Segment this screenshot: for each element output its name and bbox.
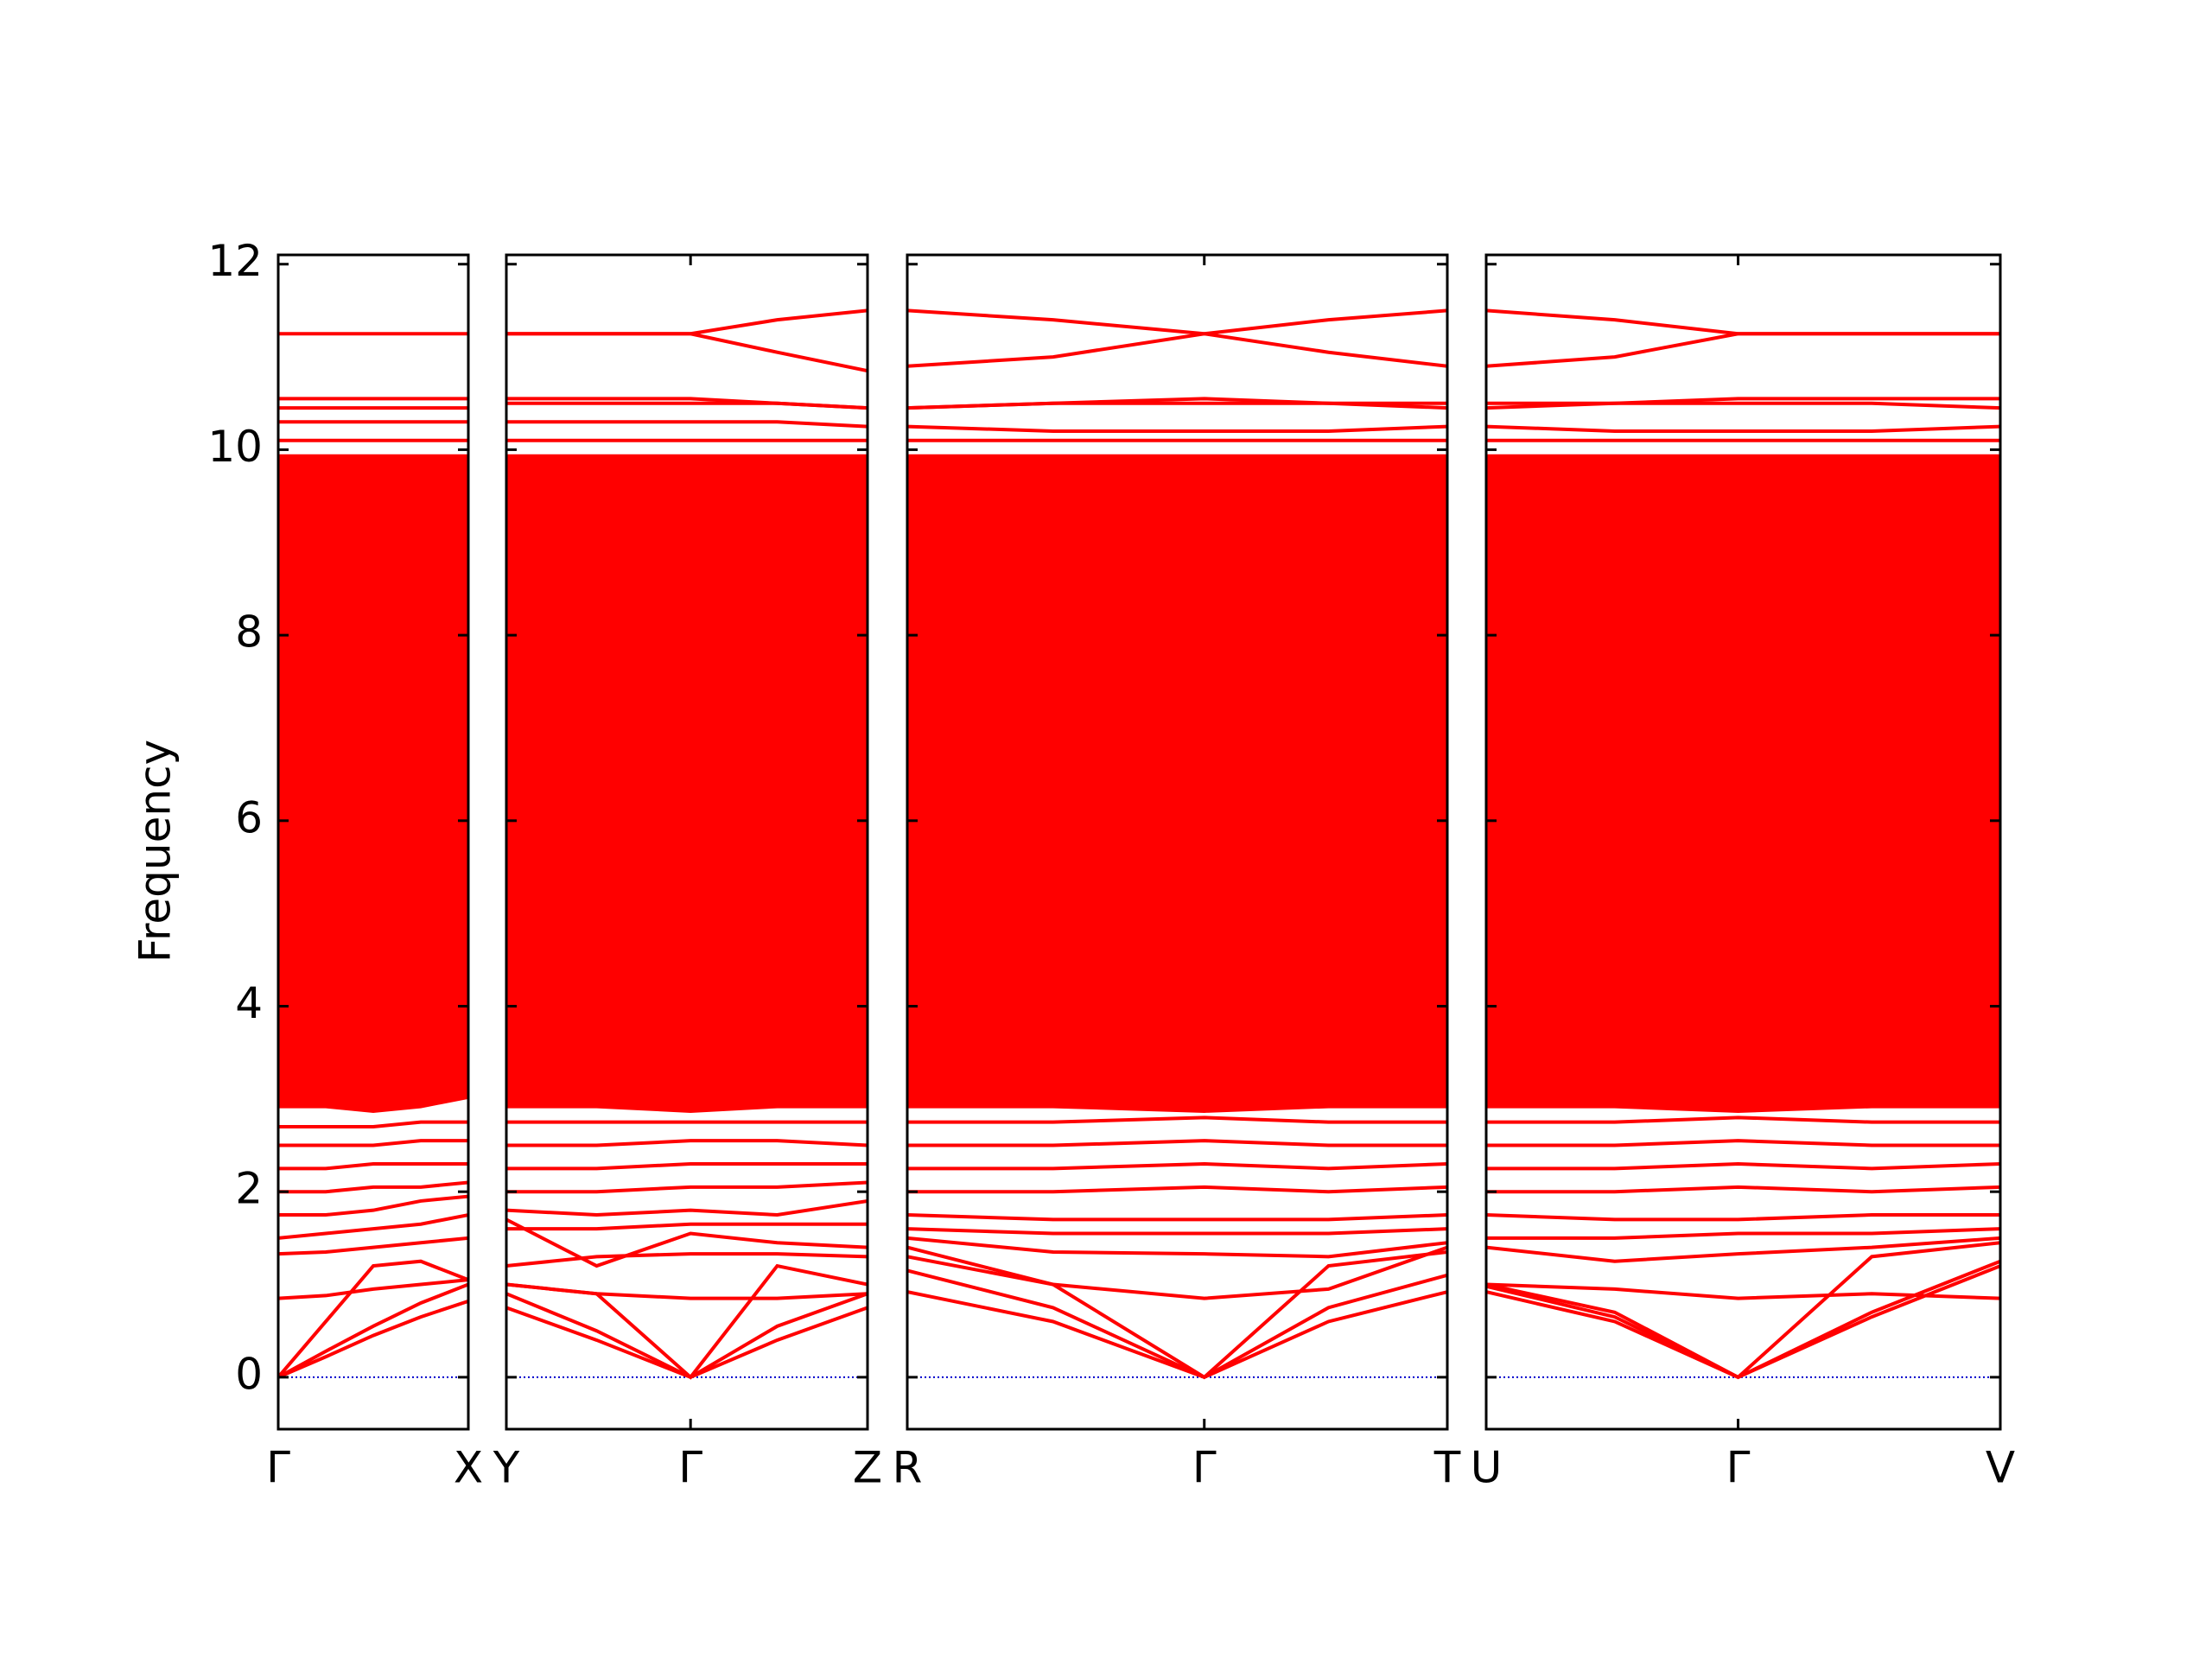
band-line	[907, 1227, 1447, 1236]
band-line	[278, 1180, 468, 1194]
panel-frame	[505, 253, 869, 1431]
band-area	[907, 454, 1447, 1113]
x-tick-label: T	[1433, 1443, 1461, 1493]
band-line	[1486, 1213, 2000, 1222]
band-line	[278, 1282, 468, 1379]
band-line	[1486, 1161, 2000, 1171]
band-line	[1486, 1139, 2000, 1147]
band-line	[907, 1245, 1447, 1300]
x-tick-label: V	[1986, 1443, 2015, 1493]
band-line	[506, 1292, 868, 1380]
band-line	[907, 1249, 1447, 1380]
x-tick-label: Γ	[678, 1443, 702, 1493]
y-tick-label: 6	[235, 792, 263, 842]
band-line	[506, 1222, 868, 1231]
band-line	[506, 1180, 868, 1194]
x-tick-label: R	[893, 1443, 923, 1493]
y-tick-label: 8	[235, 607, 263, 658]
band-line	[506, 308, 868, 336]
band-line	[506, 420, 868, 429]
band-line	[506, 1139, 868, 1147]
x-tick-label: U	[1471, 1443, 1503, 1493]
band-area	[506, 454, 868, 1113]
band-line	[278, 1299, 468, 1379]
band-line	[907, 1213, 1447, 1222]
band-line	[506, 1263, 868, 1380]
panel-frame	[1484, 253, 2002, 1431]
band-line	[907, 332, 1447, 368]
band-line	[1486, 1116, 2000, 1124]
panel-frame	[906, 253, 1449, 1431]
band-line	[1486, 1227, 2000, 1240]
x-tick-label: Z	[853, 1443, 882, 1493]
band-line	[1486, 1185, 2000, 1194]
band-line	[278, 1194, 468, 1217]
x-tick-label: X	[454, 1443, 483, 1493]
band-line	[907, 424, 1447, 433]
band-line	[506, 1198, 868, 1217]
band-line	[1486, 308, 2000, 336]
band-line	[907, 1236, 1447, 1259]
band-line	[1486, 332, 2000, 368]
band-line	[506, 332, 868, 373]
band-line	[1486, 1241, 2000, 1380]
band-line	[506, 1282, 868, 1300]
y-tick-label: 12	[207, 236, 263, 286]
band-line	[278, 1120, 468, 1129]
band-line	[907, 1161, 1447, 1171]
band-line	[278, 1139, 468, 1147]
band-line	[1486, 424, 2000, 433]
panel-frame	[276, 253, 470, 1431]
band-area	[1486, 454, 2000, 1113]
x-tick-label: Γ	[266, 1443, 290, 1493]
band-line	[1486, 1282, 2000, 1300]
band-area	[278, 454, 468, 1113]
band-line	[506, 1161, 868, 1171]
band-line	[278, 1259, 468, 1379]
y-tick-label: 0	[235, 1349, 263, 1399]
y-axis-label: Frequency	[130, 740, 181, 963]
band-line	[907, 308, 1447, 336]
band-line	[1486, 1236, 2000, 1263]
y-tick-label: 2	[235, 1164, 263, 1214]
band-line	[506, 1252, 868, 1268]
band-line	[1486, 1264, 2000, 1380]
x-tick-label: Γ	[1726, 1443, 1751, 1493]
y-tick-label: 10	[207, 422, 263, 472]
band-line	[506, 1217, 868, 1268]
band-line	[907, 1185, 1447, 1194]
band-line	[506, 1306, 868, 1380]
band-line	[506, 397, 868, 410]
band-line	[1486, 1259, 2000, 1380]
band-line	[907, 397, 1447, 410]
band-line	[907, 1139, 1447, 1147]
y-tick-label: 4	[235, 978, 263, 1028]
band-line	[278, 1236, 468, 1256]
band-line	[1486, 397, 2000, 405]
x-tick-label: Y	[493, 1443, 520, 1493]
band-line	[278, 1161, 468, 1171]
band-line	[278, 1278, 468, 1300]
band-line	[278, 1213, 468, 1240]
x-tick-label: Γ	[1192, 1443, 1217, 1493]
band-line	[907, 1116, 1447, 1124]
